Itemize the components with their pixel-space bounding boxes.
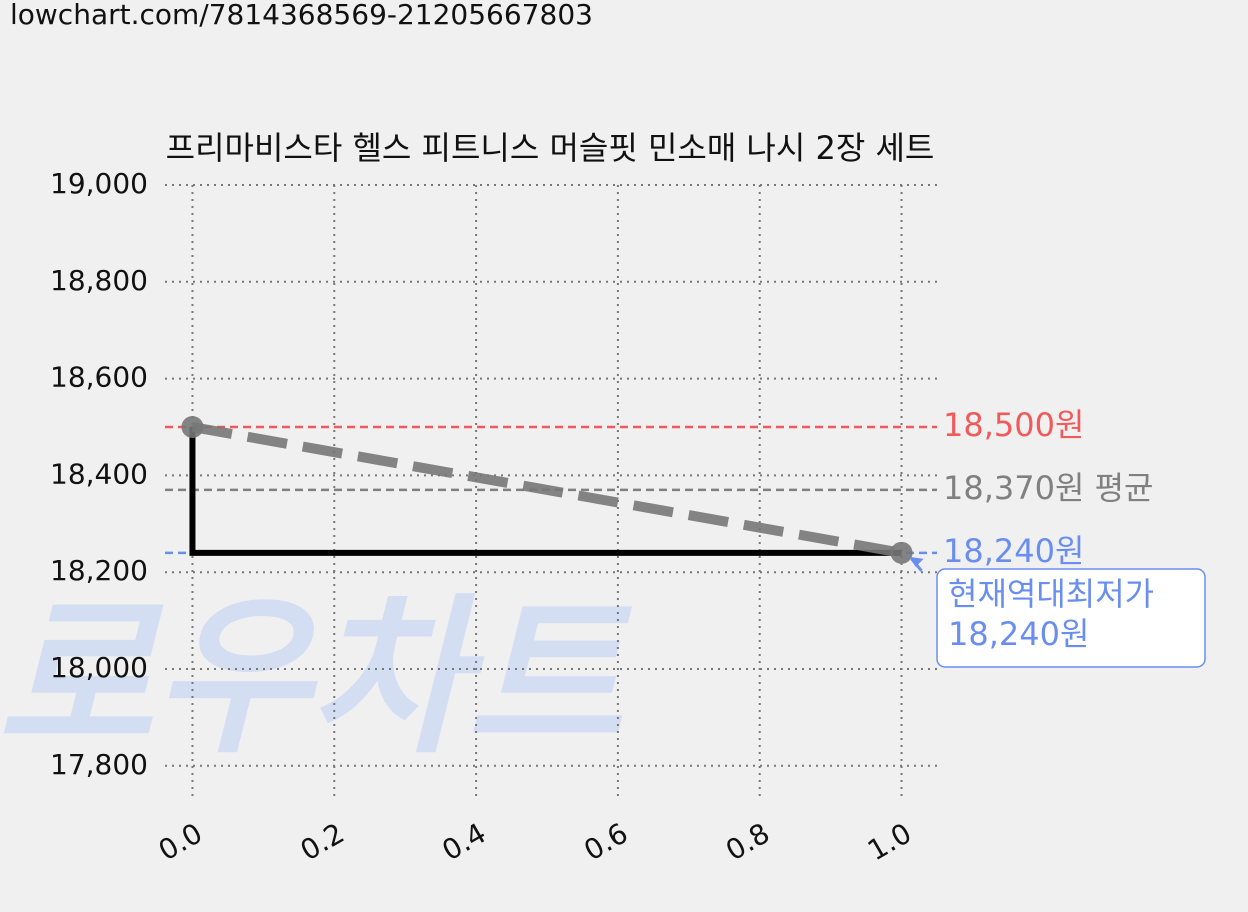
x-tick-label: 0.6 [578,816,633,867]
x-tick-label: 0.2 [295,816,350,867]
reference-label: 18,500원 [943,406,1084,444]
x-tick-label: 0.4 [437,816,492,867]
y-tick-label: 17,800 [50,748,148,781]
annotation-text: 18,240원 [948,615,1089,653]
watermark: 로우차트 [0,579,632,777]
chart-title: 프리마비스타 헬스 피트니스 머슬핏 민소매 나시 2장 세트 [166,129,935,167]
y-tick-label: 19,000 [50,167,148,200]
y-tick-label: 18,400 [50,457,148,490]
x-tick-label: 0.8 [720,816,775,867]
point-marker [181,416,204,438]
reference-label: 18,370원 평균 [943,469,1153,507]
annotation-box [936,568,1206,668]
x-tick-label: 1.0 [862,816,917,867]
reference-label: 18,240원 [943,532,1084,570]
series-line [191,422,903,558]
annotation-arrowhead [909,556,924,567]
point-marker [890,541,913,564]
y-tick-label: 18,800 [50,264,148,297]
y-tick-label: 18,000 [50,651,148,684]
url: lowchart.com/7814368569-21205667803 [10,0,593,31]
y-tick-label: 18,600 [50,361,148,394]
annotation-text: 현재역대최저가 [948,575,1154,613]
x-tick-label: 0.0 [153,816,208,867]
y-tick-label: 18,200 [50,554,148,587]
series-line [189,427,902,556]
